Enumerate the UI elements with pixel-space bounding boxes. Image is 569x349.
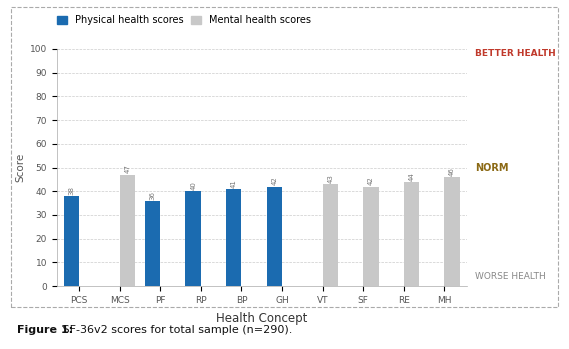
- Legend: Physical health scores, Mental health scores: Physical health scores, Mental health sc…: [53, 11, 315, 29]
- Bar: [145, 201, 160, 286]
- Text: NORM: NORM: [475, 163, 509, 172]
- Text: 38: 38: [68, 186, 75, 195]
- X-axis label: Health Concept: Health Concept: [216, 312, 307, 325]
- Text: 40: 40: [190, 181, 196, 190]
- Text: BETTER HEALTH: BETTER HEALTH: [475, 49, 556, 58]
- Bar: [363, 186, 378, 286]
- Text: 42: 42: [271, 177, 277, 185]
- Bar: [444, 177, 460, 286]
- Bar: [64, 196, 79, 286]
- Bar: [323, 184, 338, 286]
- Text: 46: 46: [449, 167, 455, 176]
- Y-axis label: Score: Score: [16, 153, 26, 182]
- Text: 42: 42: [368, 177, 374, 185]
- Bar: [267, 186, 282, 286]
- Text: Figure 1:: Figure 1:: [17, 325, 73, 335]
- Text: 41: 41: [231, 179, 237, 188]
- Bar: [404, 182, 419, 286]
- Bar: [185, 191, 201, 286]
- Bar: [119, 174, 135, 286]
- Text: SF-36v2 scores for total sample (n=290).: SF-36v2 scores for total sample (n=290).: [59, 325, 292, 335]
- Text: 47: 47: [125, 165, 130, 173]
- Text: 36: 36: [150, 191, 156, 200]
- Text: 43: 43: [327, 174, 333, 183]
- Bar: [226, 189, 241, 286]
- Text: 44: 44: [409, 172, 414, 180]
- Text: WORSE HEALTH: WORSE HEALTH: [475, 272, 546, 281]
